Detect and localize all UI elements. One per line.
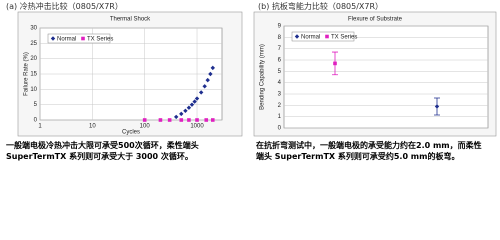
- marker: [198, 90, 204, 95]
- y-tick-label: 30: [30, 26, 37, 32]
- marker: [179, 111, 184, 117]
- marker: [204, 118, 209, 122]
- marker: [179, 118, 184, 122]
- marker: [202, 84, 207, 89]
- plot-area: [283, 25, 489, 129]
- legend-box: [47, 33, 111, 44]
- chart-title: Flexure of Substrate: [348, 17, 403, 23]
- marker: [189, 102, 195, 107]
- y-tick-label: 4: [278, 80, 282, 86]
- marker: [142, 118, 147, 122]
- marker: [158, 118, 163, 122]
- marker: [210, 65, 215, 71]
- marker: [173, 114, 179, 120]
- y-axis-label: Bending Capability (mm): [260, 44, 266, 110]
- y-tick-label: 5: [34, 102, 38, 108]
- panel-caption: 一般端电极冷热冲击大限可承受500次循环，柔性端头 SuperTermTX 系列…: [6, 141, 199, 161]
- legend-box: [291, 31, 355, 42]
- y-tick-label: 7: [278, 46, 282, 52]
- marker: [210, 118, 215, 122]
- legend-marker: [50, 36, 56, 41]
- marker: [186, 105, 192, 110]
- y-tick-label: 10: [30, 87, 37, 93]
- marker: [205, 77, 210, 83]
- legend-marker: [81, 36, 85, 41]
- y-tick-label: 9: [278, 24, 282, 30]
- y-tick-label: 3: [278, 92, 282, 98]
- x-tick-label: 1: [38, 124, 42, 130]
- page: Thermal Shock 0 5 10 15 20 25 30 1 10 100 1000 Cycle…: [6, 2, 497, 161]
- panel-heading: (b) 抗板弯能力比较（0805/X7R）: [258, 2, 384, 11]
- legend-marker: [294, 34, 300, 39]
- marker: [333, 61, 337, 66]
- y-tick-label: 8: [278, 35, 282, 41]
- y-tick-label: 25: [30, 41, 37, 47]
- x-axis-label: Cycles: [122, 130, 140, 136]
- legend-label: Normal: [301, 34, 320, 40]
- y-tick-label: 20: [30, 56, 37, 62]
- panel-caption: 在抗折弯测试中，一般端电极的承受能力约在2.0 mm，而柔性端头 SuperTe…: [256, 141, 482, 161]
- y-tick-label: 0: [34, 118, 38, 124]
- y-axis-label: Failure Rate (%): [24, 52, 30, 96]
- y-tick-label: 1: [278, 114, 282, 120]
- x-tick-label: 1000: [190, 124, 204, 130]
- marker: [195, 118, 199, 122]
- y-tick-label: 15: [30, 72, 37, 78]
- y-tick-label: 2: [278, 103, 282, 109]
- marker: [187, 118, 191, 122]
- legend-label: TX Series: [87, 36, 113, 42]
- chart-title: Thermal Shock: [110, 17, 151, 23]
- marker: [167, 118, 172, 122]
- legend-label: Normal: [57, 36, 76, 42]
- y-tick-label: 6: [278, 58, 282, 64]
- marker: [192, 99, 197, 104]
- marker: [194, 96, 200, 101]
- marker: [434, 104, 440, 109]
- y-tick-label: 5: [278, 69, 282, 75]
- y-tick-label: 0: [278, 126, 282, 132]
- legend-marker: [325, 34, 329, 39]
- marker: [208, 71, 213, 77]
- panel-heading: (a) 冷热冲击比较（0805/X7R）: [6, 2, 123, 11]
- x-tick-label: 100: [140, 124, 151, 130]
- marker: [183, 108, 188, 113]
- x-tick-label: 10: [89, 124, 96, 130]
- legend-label: TX Series: [331, 34, 357, 40]
